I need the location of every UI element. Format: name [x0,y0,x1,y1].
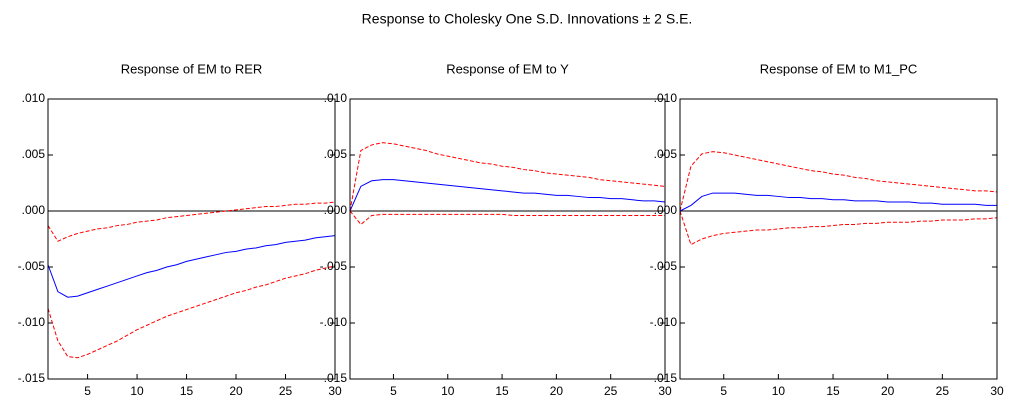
x-tick-label: 30 [990,384,1004,398]
x-tick-label: 25 [936,384,950,398]
x-tick-label: 15 [180,384,194,398]
y-tick-label: -.005 [320,259,348,273]
y-tick-label: .010 [654,91,678,105]
panel-title: Response of EM to Y [446,61,569,76]
x-tick-label: 20 [229,384,243,398]
plot-frame [349,98,666,380]
x-tick-label: 25 [279,384,293,398]
response-line [349,179,666,212]
x-tick-label: 10 [772,384,786,398]
y-tick-label: -.005 [18,259,46,273]
y-tick-label: .005 [324,147,348,161]
band-line [679,210,998,246]
x-tick-label: 30 [328,384,342,398]
y-tick-label: .000 [22,203,46,217]
x-tick-label: 25 [604,384,618,398]
x-tick-label: 15 [826,384,840,398]
y-tick-label: .000 [654,203,678,217]
response-line [679,192,997,212]
response-line [47,235,336,298]
x-tick-label: 10 [441,384,455,398]
x-tick-label: 20 [550,384,564,398]
band-line [349,142,666,212]
x-tick-label: 5 [84,384,91,398]
band-line [47,265,336,359]
y-tick-label: -.010 [650,315,678,329]
x-tick-label: 30 [658,384,672,398]
y-tick-label: -.005 [650,259,678,273]
plot-frame [47,98,336,380]
x-tick-label: 15 [495,384,509,398]
y-tick-label: .005 [654,147,678,161]
y-tick-label: -.010 [320,315,348,329]
y-tick-label: -.010 [18,315,46,329]
y-tick-label: .000 [324,203,348,217]
y-tick-label: .010 [324,91,348,105]
x-tick-label: 5 [390,384,397,398]
band-line [679,151,998,212]
figure-title: Response to Cholesky One S.D. Innovation… [362,11,693,27]
y-tick-label: -.015 [18,371,46,385]
plot-frame [679,98,998,380]
x-tick-label: 5 [720,384,727,398]
panel-title: Response of EM to M1_PC [760,61,918,76]
panel-title: Response of EM to RER [121,61,263,76]
x-tick-label: 10 [130,384,144,398]
band-line [349,210,665,226]
band-line [47,201,336,242]
y-tick-label: .010 [22,91,46,105]
y-tick-label: -.015 [650,371,678,385]
y-tick-label: .005 [22,147,46,161]
x-tick-label: 20 [881,384,895,398]
y-tick-label: -.015 [320,371,348,385]
